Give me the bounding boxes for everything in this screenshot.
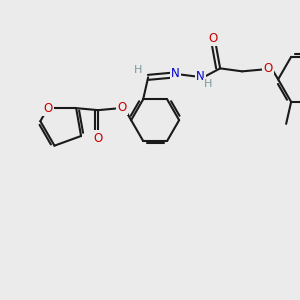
Text: H: H — [134, 65, 142, 75]
Text: H: H — [204, 80, 212, 89]
Text: O: O — [118, 100, 127, 114]
Text: N: N — [196, 70, 205, 83]
Text: O: O — [263, 62, 273, 75]
Text: O: O — [208, 32, 218, 45]
Text: O: O — [43, 102, 52, 115]
Text: N: N — [171, 67, 179, 80]
Text: O: O — [94, 132, 103, 145]
